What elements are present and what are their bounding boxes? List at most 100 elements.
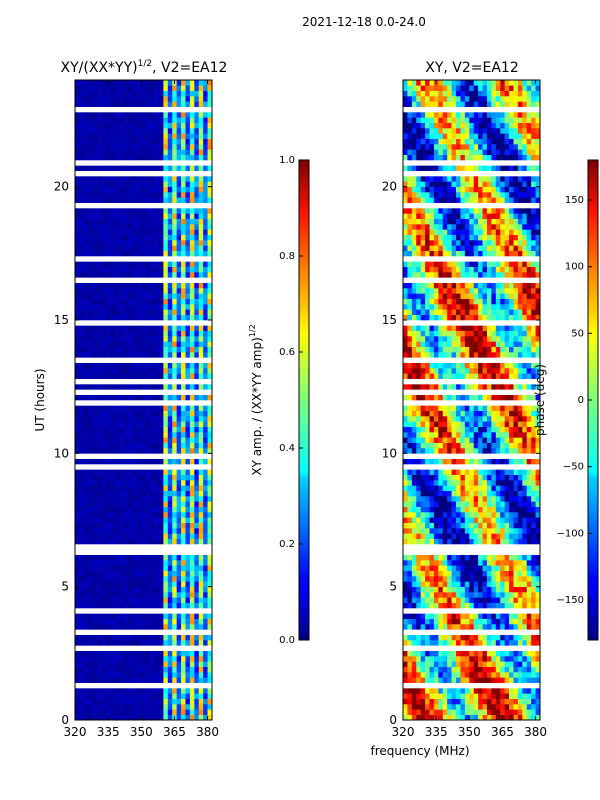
amp-cell xyxy=(110,693,116,699)
amp-cell xyxy=(176,656,182,662)
phase-cell xyxy=(478,672,483,678)
amp-cell xyxy=(97,117,102,123)
amp-cell xyxy=(136,634,142,641)
phase-cell xyxy=(478,576,483,582)
phase-cell xyxy=(486,650,492,657)
amp-cell xyxy=(101,154,107,161)
amp-cell xyxy=(136,170,142,177)
amp-cell xyxy=(132,218,138,225)
amp-cell xyxy=(88,677,93,683)
phase-cell xyxy=(438,549,444,555)
amp-cell xyxy=(101,186,107,193)
amp-cell xyxy=(158,346,164,353)
phase-cell xyxy=(469,592,475,598)
phase-cell xyxy=(460,650,466,657)
amp-cell xyxy=(114,549,120,555)
amp-cell xyxy=(203,373,208,379)
amp-cell xyxy=(123,352,129,358)
amp-cell xyxy=(203,202,208,209)
amp-cell xyxy=(194,330,200,337)
phase-cell xyxy=(522,709,528,715)
phase-cell xyxy=(425,656,430,662)
amp-cell xyxy=(181,229,186,235)
amp-cell xyxy=(189,464,195,470)
amp-cell xyxy=(145,485,151,491)
amp-cell xyxy=(83,682,89,689)
phase-cell xyxy=(447,650,452,657)
phase-cell xyxy=(522,682,528,689)
amp-cell xyxy=(154,336,160,342)
amp-cell xyxy=(189,256,195,262)
amp-cell xyxy=(101,336,107,342)
amp-cell xyxy=(92,586,98,593)
amp-cell xyxy=(79,170,85,177)
phase-cell xyxy=(517,666,523,673)
amp-cell xyxy=(114,357,120,363)
amp-cell xyxy=(163,437,169,443)
amp-cell xyxy=(189,384,195,390)
amp-cell xyxy=(119,293,124,299)
phase-cell xyxy=(491,560,497,566)
amp-cell xyxy=(194,378,200,385)
amp-cell xyxy=(207,234,213,241)
amp-cell xyxy=(110,213,116,219)
amp-cell xyxy=(145,368,151,374)
amp-cell xyxy=(181,437,186,443)
amp-cell xyxy=(101,672,107,678)
amp-cell xyxy=(110,570,116,577)
amp-cell xyxy=(150,309,155,315)
amp-cell xyxy=(83,618,89,625)
amp-cell xyxy=(150,272,155,278)
amp-cell xyxy=(128,293,133,299)
amp-cell xyxy=(163,554,169,561)
amp-cell xyxy=(97,549,102,555)
amp-cell xyxy=(105,176,111,182)
phase-cell xyxy=(460,570,466,577)
amp-cell xyxy=(189,528,195,534)
amp-cell xyxy=(79,362,85,369)
amp-cell xyxy=(79,688,85,694)
phase-cell xyxy=(491,512,497,518)
amp-cell xyxy=(141,213,147,219)
amp-cell xyxy=(207,496,213,502)
amp-cell xyxy=(150,661,155,667)
amp-cell xyxy=(105,165,111,171)
amp-cell xyxy=(189,80,195,86)
phase-cell xyxy=(486,581,492,587)
amp-cell xyxy=(203,426,208,433)
amp-cell xyxy=(79,101,85,107)
amp-cell xyxy=(114,682,120,689)
amp-cell xyxy=(75,170,80,177)
amp-cell xyxy=(97,272,102,278)
amp-cell xyxy=(167,554,173,561)
phase-cell xyxy=(433,586,439,593)
phase-cell xyxy=(425,618,430,625)
amp-cell xyxy=(88,352,93,358)
amp-cell xyxy=(128,186,133,193)
amp-cell xyxy=(79,490,85,497)
amp-cell xyxy=(172,213,177,219)
amp-cell xyxy=(123,400,129,406)
amp-cell xyxy=(79,384,85,390)
amp-cell xyxy=(123,288,129,294)
amp-cell xyxy=(132,437,138,443)
amp-cell xyxy=(167,602,173,609)
phase-cell xyxy=(442,629,448,635)
amp-panel: XY/(XX*YY)1/2, V2=EA12 320 335 350 365 380 0… xyxy=(33,59,227,739)
phase-cell xyxy=(420,613,426,619)
amp-cell xyxy=(75,442,80,449)
amp-cell xyxy=(132,480,138,486)
amp-cell xyxy=(92,272,98,278)
amp-cell xyxy=(97,528,102,534)
phase-cell xyxy=(416,554,421,561)
amp-cell xyxy=(92,656,98,662)
amp-cell xyxy=(176,496,182,502)
amp-cell xyxy=(105,384,111,390)
amp-cell xyxy=(172,469,177,475)
phase-cell xyxy=(469,602,475,609)
phase-cell xyxy=(464,586,470,593)
phase-cell xyxy=(478,682,483,689)
amp-cell xyxy=(150,581,155,587)
amp-cell xyxy=(79,314,85,321)
amp-cell xyxy=(110,496,116,502)
